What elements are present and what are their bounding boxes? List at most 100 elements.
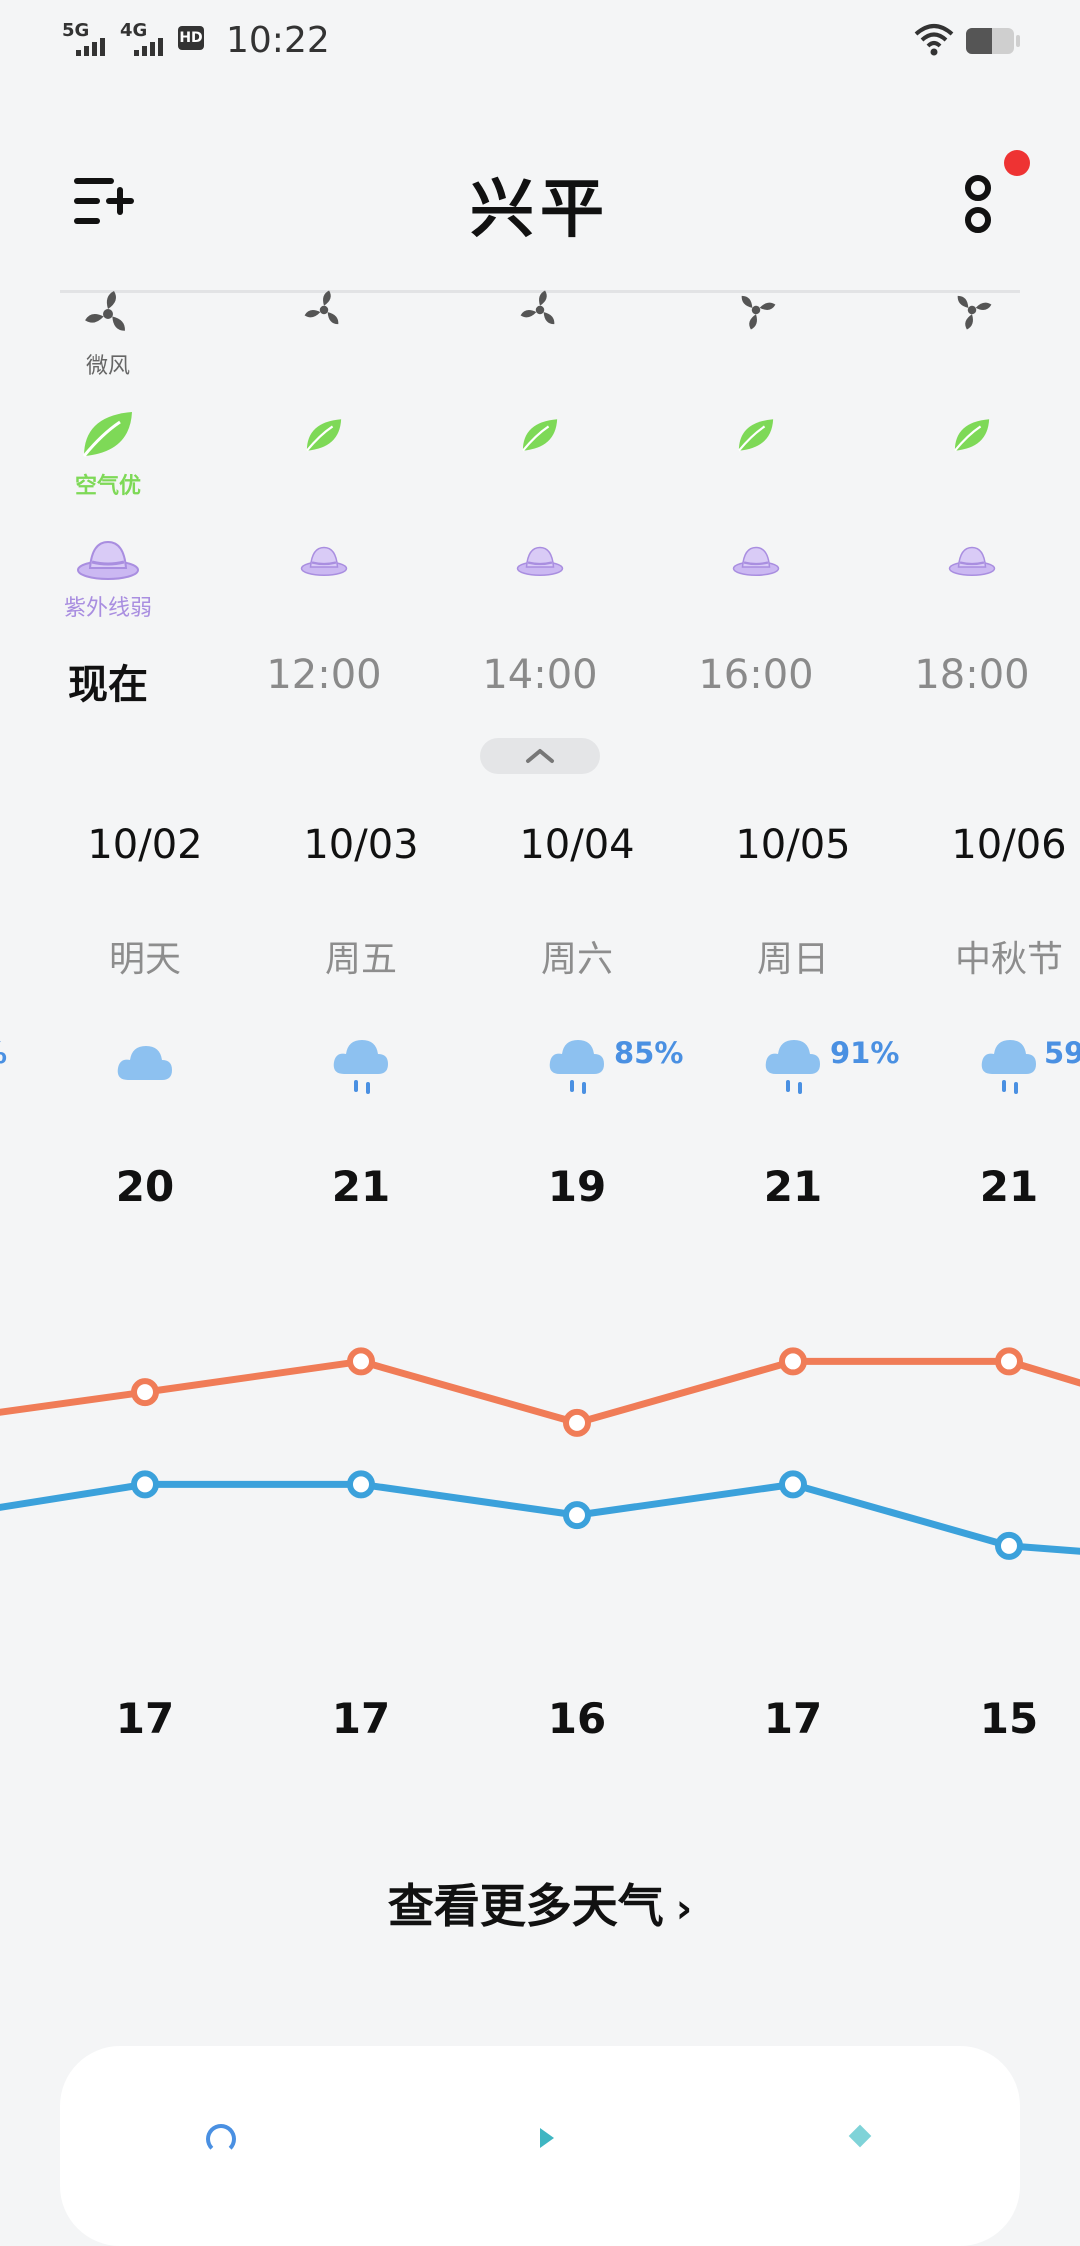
high-temp-point bbox=[995, 1347, 1023, 1376]
low-temp-point bbox=[563, 1501, 591, 1530]
notification-dot bbox=[1004, 150, 1030, 176]
wind-cell-now: 微风 bbox=[0, 288, 216, 380]
wind-cell bbox=[432, 288, 648, 336]
add-city-icon[interactable] bbox=[74, 176, 136, 228]
card-icon bbox=[206, 2124, 236, 2154]
day-label: 周日 bbox=[756, 939, 829, 980]
date-label: 10/05 bbox=[735, 822, 851, 868]
high-temp-point bbox=[563, 1408, 591, 1437]
precip-label-offscreen: % bbox=[0, 1036, 7, 1070]
uv-cell bbox=[216, 544, 432, 582]
low-temp-label: 15 bbox=[979, 1694, 1039, 1743]
high-temp-label: 19 bbox=[547, 1162, 607, 1211]
rain-icon bbox=[765, 1040, 820, 1094]
cloudy-icon bbox=[117, 1046, 172, 1080]
low-temp-line bbox=[0, 1480, 1080, 1555]
chevron-right-icon: › bbox=[675, 1886, 693, 1932]
high-temp-point bbox=[131, 1378, 159, 1407]
low-temp-point bbox=[779, 1470, 807, 1499]
low-temp-label: 17 bbox=[115, 1694, 175, 1743]
wind-fan-icon bbox=[520, 290, 555, 325]
high-temp-label: 21 bbox=[763, 1162, 823, 1211]
sun-hat-icon bbox=[300, 546, 348, 576]
wind-cell bbox=[864, 288, 1080, 336]
hour-label-now: 现在 bbox=[68, 662, 148, 708]
temperature-chart bbox=[0, 1347, 1080, 1560]
sim2-network-label: 4G bbox=[120, 20, 148, 41]
wind-cell bbox=[216, 288, 432, 336]
wind-fan-icon bbox=[85, 291, 125, 331]
high-temp-point bbox=[779, 1347, 807, 1376]
hour-label: 18:00 bbox=[914, 652, 1030, 698]
battery-icon bbox=[966, 28, 1014, 54]
more-icon[interactable] bbox=[958, 170, 1002, 240]
more-weather-link[interactable]: 查看更多天气 › bbox=[0, 1870, 1080, 1936]
low-temp-label: 16 bbox=[547, 1694, 607, 1743]
air-cell bbox=[864, 416, 1080, 458]
sun-hat-icon bbox=[732, 546, 780, 576]
sun-hat-icon bbox=[516, 546, 564, 576]
bottom-card bbox=[60, 2046, 1020, 2246]
date-label: 10/06 bbox=[951, 822, 1067, 868]
leaf-icon bbox=[738, 419, 774, 452]
rain-icon bbox=[981, 1040, 1036, 1094]
date-label: 10/04 bbox=[519, 822, 635, 868]
leaf-icon bbox=[306, 419, 342, 452]
high-temp-line bbox=[0, 1357, 1080, 1427]
wind-label: 微风 bbox=[85, 354, 130, 379]
leaf-icon bbox=[522, 419, 558, 452]
uv-cell bbox=[864, 544, 1080, 582]
low-temp-point bbox=[995, 1531, 1023, 1560]
precip-label: 91% bbox=[830, 1036, 900, 1070]
battery-tip bbox=[1016, 35, 1020, 47]
precip-label: 85% bbox=[614, 1036, 684, 1070]
low-temp-point bbox=[347, 1470, 375, 1499]
hd-voice-badge: HD bbox=[178, 26, 204, 50]
sim2-signal-icon bbox=[134, 38, 163, 56]
air-cell bbox=[216, 416, 432, 458]
high-temp-label: 21 bbox=[331, 1162, 391, 1211]
uv-cell-now: 紫外线弱 bbox=[0, 538, 216, 622]
sun-hat-icon bbox=[948, 546, 996, 576]
high-temp-point bbox=[347, 1347, 375, 1376]
city-title: 兴平 bbox=[470, 173, 610, 247]
day-label: 周六 bbox=[540, 939, 613, 980]
sun-hat-icon bbox=[77, 540, 139, 580]
rain-icon bbox=[549, 1040, 604, 1094]
sim1-network-label: 5G bbox=[62, 20, 90, 41]
more-weather-label: 查看更多天气 bbox=[387, 1879, 664, 1933]
wifi-icon bbox=[914, 24, 954, 56]
day-label: 明天 bbox=[108, 939, 181, 980]
air-quality-label: 空气优 bbox=[74, 474, 141, 499]
low-temp-point bbox=[131, 1470, 159, 1499]
low-temp-label: 17 bbox=[331, 1694, 391, 1743]
uv-label: 紫外线弱 bbox=[63, 596, 152, 621]
chevron-up-icon bbox=[526, 749, 554, 763]
wind-fan-icon bbox=[741, 295, 776, 330]
day-label: 中秋节 bbox=[954, 939, 1063, 980]
hour-label: 16:00 bbox=[698, 652, 814, 698]
precip-label: 59% bbox=[1044, 1036, 1080, 1070]
hour-label: 12:00 bbox=[266, 652, 382, 698]
wind-fan-icon bbox=[304, 290, 339, 325]
leaf-icon bbox=[82, 412, 132, 457]
hour-label: 14:00 bbox=[482, 652, 598, 698]
air-cell-now: 空气优 bbox=[0, 408, 216, 500]
uv-cell bbox=[648, 544, 864, 582]
air-cell bbox=[648, 416, 864, 458]
wind-cell bbox=[648, 288, 864, 336]
date-label: 10/02 bbox=[87, 822, 203, 868]
leaf-icon bbox=[954, 419, 990, 452]
wind-fan-icon bbox=[957, 295, 992, 330]
day-label: 周五 bbox=[324, 939, 397, 980]
status-bar: 5G 4G HD 10:22 bbox=[0, 0, 1080, 84]
high-temp-label: 20 bbox=[115, 1162, 175, 1211]
status-clock: 10:22 bbox=[226, 20, 330, 61]
card-icon bbox=[540, 2128, 554, 2148]
air-cell bbox=[432, 416, 648, 458]
sim1-signal-icon bbox=[76, 38, 105, 56]
collapse-hourly-button[interactable] bbox=[480, 738, 600, 774]
high-temp-label: 21 bbox=[979, 1162, 1039, 1211]
uv-cell bbox=[432, 544, 648, 582]
low-temp-label: 17 bbox=[763, 1694, 823, 1743]
